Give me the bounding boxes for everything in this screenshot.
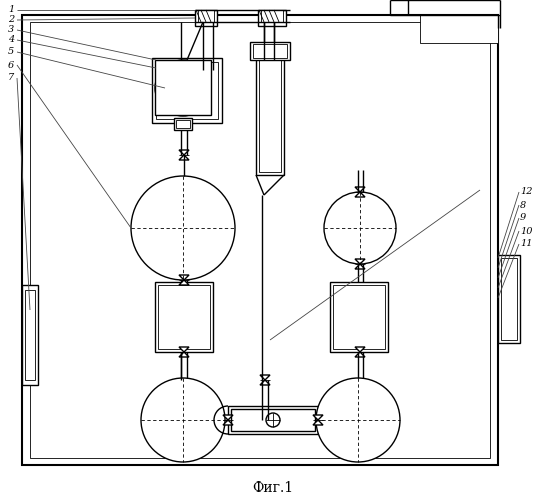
Polygon shape — [355, 192, 365, 197]
Polygon shape — [355, 259, 365, 264]
Bar — [195, 10, 217, 26]
Polygon shape — [179, 280, 189, 285]
Polygon shape — [313, 420, 323, 425]
Text: 2: 2 — [8, 16, 14, 24]
Text: 9: 9 — [520, 214, 526, 222]
Text: 3: 3 — [8, 26, 14, 35]
Text: 7: 7 — [8, 74, 14, 82]
Bar — [253, 44, 287, 58]
Polygon shape — [260, 380, 270, 385]
Text: 4: 4 — [8, 36, 14, 44]
Text: 11: 11 — [520, 240, 532, 248]
Text: Фиг.1: Фиг.1 — [252, 481, 294, 495]
Polygon shape — [223, 420, 233, 425]
Bar — [498, 255, 520, 343]
Bar — [198, 10, 214, 22]
Bar — [25, 290, 35, 380]
Circle shape — [155, 60, 211, 116]
Text: 1: 1 — [8, 6, 14, 15]
Polygon shape — [179, 150, 189, 155]
Polygon shape — [179, 155, 189, 160]
Bar — [176, 120, 190, 128]
Bar — [155, 282, 213, 352]
Bar — [420, 15, 498, 43]
Polygon shape — [313, 415, 323, 420]
Bar — [158, 285, 210, 349]
Bar — [231, 409, 315, 431]
Circle shape — [141, 378, 225, 462]
Bar — [256, 55, 284, 175]
Circle shape — [163, 68, 203, 108]
Circle shape — [324, 192, 396, 264]
Text: 5: 5 — [8, 48, 14, 56]
Text: 6: 6 — [8, 60, 14, 70]
Polygon shape — [179, 275, 189, 280]
Bar — [258, 10, 286, 26]
Bar — [156, 62, 218, 119]
Bar — [152, 58, 222, 123]
Bar — [333, 285, 385, 349]
Polygon shape — [260, 375, 270, 380]
Bar — [22, 285, 38, 385]
Bar — [30, 22, 490, 458]
Bar — [330, 282, 388, 352]
Bar — [261, 10, 283, 22]
Bar — [155, 60, 211, 115]
Polygon shape — [179, 347, 189, 352]
Bar — [250, 42, 290, 60]
Polygon shape — [355, 352, 365, 357]
Polygon shape — [355, 264, 365, 269]
Bar — [22, 15, 498, 465]
Text: 8: 8 — [520, 200, 526, 209]
Bar — [259, 58, 281, 172]
Polygon shape — [179, 352, 189, 357]
Text: 12: 12 — [520, 188, 532, 196]
Bar — [174, 118, 192, 130]
Text: 10: 10 — [520, 226, 532, 235]
Polygon shape — [355, 187, 365, 192]
Circle shape — [316, 378, 400, 462]
Bar — [501, 258, 517, 340]
Circle shape — [266, 413, 280, 427]
Polygon shape — [223, 415, 233, 420]
Bar — [228, 406, 318, 434]
Polygon shape — [355, 347, 365, 352]
Circle shape — [131, 176, 235, 280]
